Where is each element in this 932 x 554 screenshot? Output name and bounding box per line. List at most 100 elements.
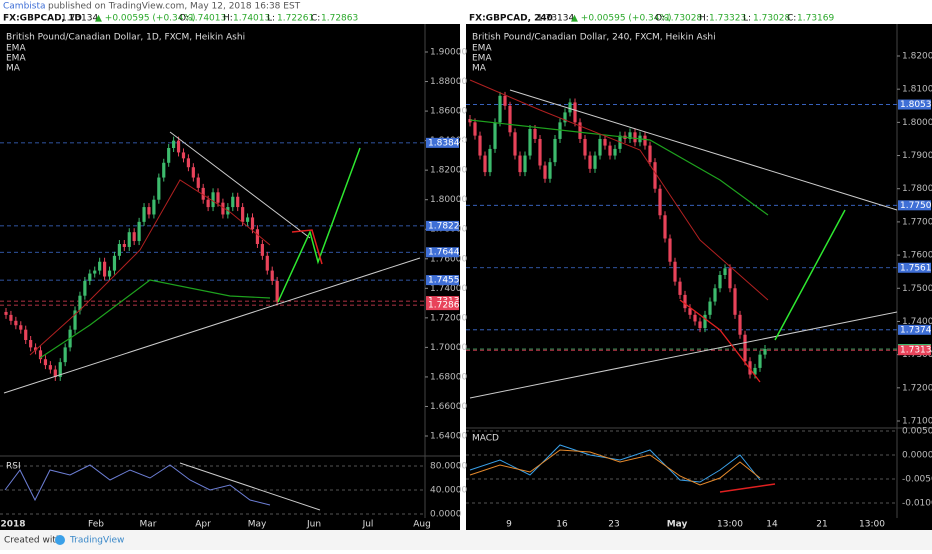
ohlc-key: L: bbox=[743, 14, 751, 24]
header-bar bbox=[0, 12, 460, 24]
y-tick-label: 1.76000 bbox=[902, 251, 932, 261]
candle bbox=[543, 165, 547, 179]
candle bbox=[201, 187, 205, 200]
candle bbox=[216, 192, 220, 203]
candle bbox=[498, 95, 502, 123]
candle bbox=[83, 280, 87, 296]
price-label: 1.74555 bbox=[428, 276, 465, 286]
candle bbox=[713, 288, 717, 302]
symbol: FX:GBPCAD, 240 bbox=[469, 14, 553, 24]
price-label: 1.72863 bbox=[428, 301, 465, 311]
x-tick-label: 13:00 bbox=[859, 520, 885, 530]
x-tick-label: 23 bbox=[608, 520, 619, 530]
candle bbox=[558, 122, 562, 139]
chart-title: British Pound/Canadian Dollar, 1D, FXCM,… bbox=[6, 33, 245, 43]
symbol: FX:GBPCAD, 1D bbox=[3, 14, 82, 24]
candle bbox=[668, 238, 672, 262]
price-label-bg bbox=[426, 220, 459, 231]
candle bbox=[137, 221, 141, 242]
candle bbox=[107, 270, 112, 277]
candle bbox=[112, 255, 117, 271]
footer-created: Created with bbox=[4, 536, 62, 546]
candle bbox=[573, 102, 577, 123]
x-tick-label: 13:00 bbox=[717, 520, 743, 530]
ohlc-value: 1.73028 bbox=[753, 14, 790, 24]
candle bbox=[658, 188, 662, 216]
candle bbox=[103, 261, 107, 277]
candle bbox=[88, 273, 92, 281]
y-tick-label: 1.88000 bbox=[430, 77, 467, 87]
x-tick-label: Apr bbox=[195, 520, 211, 530]
x-tick-label: Jun bbox=[306, 520, 321, 530]
x-tick-label: Aug bbox=[413, 520, 431, 530]
candle bbox=[98, 261, 102, 271]
sub-tick-label: 0.0000 bbox=[430, 510, 462, 520]
candle bbox=[157, 177, 161, 200]
candle bbox=[196, 177, 200, 188]
candle bbox=[117, 244, 121, 256]
candle bbox=[678, 281, 682, 295]
y-tick-label: 1.72000 bbox=[430, 313, 467, 323]
y-tick-label: 1.79000 bbox=[902, 151, 932, 161]
candle bbox=[563, 112, 567, 123]
candle bbox=[33, 347, 38, 351]
candle bbox=[78, 295, 82, 311]
sub-tick-label: -0.0050 bbox=[902, 474, 932, 484]
candle bbox=[673, 261, 677, 282]
candle bbox=[24, 329, 28, 341]
y-tick-label: 1.90000 bbox=[430, 48, 467, 58]
y-tick-label: 1.68000 bbox=[430, 372, 467, 382]
candle bbox=[733, 288, 737, 315]
candle bbox=[513, 132, 517, 156]
y-tick-label: 1.70000 bbox=[430, 343, 467, 353]
candle bbox=[523, 155, 527, 173]
candle bbox=[508, 105, 512, 133]
candle bbox=[172, 140, 176, 149]
candle bbox=[122, 244, 126, 247]
candle bbox=[245, 217, 250, 222]
ohlc-key: O: bbox=[179, 14, 189, 24]
candle bbox=[4, 311, 8, 315]
x-tick-label: Jul bbox=[362, 520, 374, 530]
candle bbox=[743, 334, 747, 362]
candle bbox=[553, 138, 557, 163]
x-tick-label: 14 bbox=[766, 520, 778, 530]
y-tick-label: 1.80000 bbox=[902, 118, 932, 128]
candle bbox=[241, 207, 245, 222]
candle bbox=[270, 270, 274, 281]
price-label: 1.76442 bbox=[428, 248, 465, 258]
price-label-bg bbox=[426, 137, 459, 148]
footer-brand[interactable]: TradingView bbox=[69, 536, 124, 546]
ohlc-key: H: bbox=[223, 14, 233, 24]
candle bbox=[73, 310, 77, 330]
chart-area bbox=[0, 12, 460, 530]
candle bbox=[738, 314, 742, 335]
candle bbox=[231, 196, 235, 208]
drawings bbox=[3, 79, 898, 511]
indicator: EMA bbox=[472, 44, 492, 54]
candle bbox=[703, 314, 707, 329]
candle bbox=[260, 244, 264, 256]
ohlc-key: H: bbox=[699, 14, 709, 24]
price-label: 1.80537 bbox=[900, 100, 932, 110]
candle bbox=[127, 232, 131, 247]
ohlc-key: L: bbox=[267, 14, 275, 24]
y-tick-label: 1.76000 bbox=[430, 254, 467, 264]
candle bbox=[483, 155, 487, 173]
candle bbox=[753, 367, 757, 375]
price-label-bg bbox=[898, 324, 931, 335]
y-tick-label: 1.82000 bbox=[902, 51, 932, 61]
candle bbox=[533, 128, 537, 139]
y-tick-label: 1.64000 bbox=[430, 432, 467, 442]
y-tick-label: 1.80000 bbox=[430, 195, 467, 205]
candle bbox=[191, 167, 195, 178]
candle bbox=[723, 268, 727, 275]
candle bbox=[578, 122, 582, 139]
candle bbox=[688, 308, 692, 315]
candle bbox=[236, 196, 240, 208]
candle bbox=[19, 325, 23, 330]
candle bbox=[663, 215, 667, 239]
indicator: MA bbox=[472, 64, 487, 74]
